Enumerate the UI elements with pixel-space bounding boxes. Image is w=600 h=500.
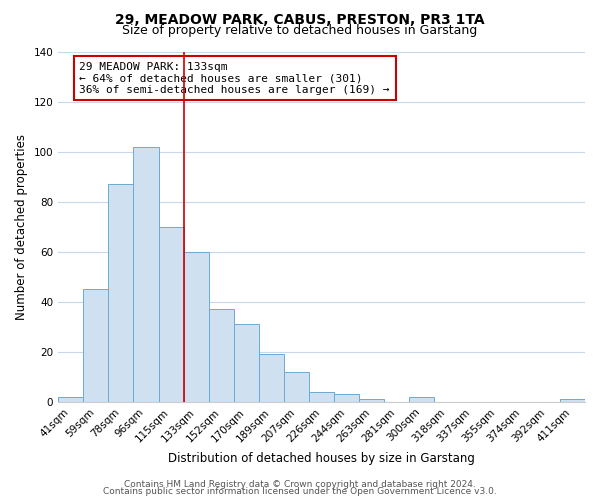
Bar <box>284 372 309 402</box>
X-axis label: Distribution of detached houses by size in Garstang: Distribution of detached houses by size … <box>168 452 475 465</box>
Text: Contains HM Land Registry data © Crown copyright and database right 2024.: Contains HM Land Registry data © Crown c… <box>124 480 476 489</box>
Bar <box>133 146 158 402</box>
Y-axis label: Number of detached properties: Number of detached properties <box>15 134 28 320</box>
Bar <box>409 397 434 402</box>
Bar <box>560 400 585 402</box>
Text: Size of property relative to detached houses in Garstang: Size of property relative to detached ho… <box>122 24 478 37</box>
Bar <box>334 394 359 402</box>
Bar <box>184 252 209 402</box>
Bar <box>58 397 83 402</box>
Text: 29, MEADOW PARK, CABUS, PRESTON, PR3 1TA: 29, MEADOW PARK, CABUS, PRESTON, PR3 1TA <box>115 12 485 26</box>
Bar <box>359 400 385 402</box>
Bar <box>234 324 259 402</box>
Bar <box>158 226 184 402</box>
Bar <box>83 290 109 402</box>
Bar <box>109 184 133 402</box>
Text: 29 MEADOW PARK: 133sqm
← 64% of detached houses are smaller (301)
36% of semi-de: 29 MEADOW PARK: 133sqm ← 64% of detached… <box>79 62 390 94</box>
Bar <box>309 392 334 402</box>
Bar <box>259 354 284 402</box>
Bar <box>209 310 234 402</box>
Text: Contains public sector information licensed under the Open Government Licence v3: Contains public sector information licen… <box>103 487 497 496</box>
